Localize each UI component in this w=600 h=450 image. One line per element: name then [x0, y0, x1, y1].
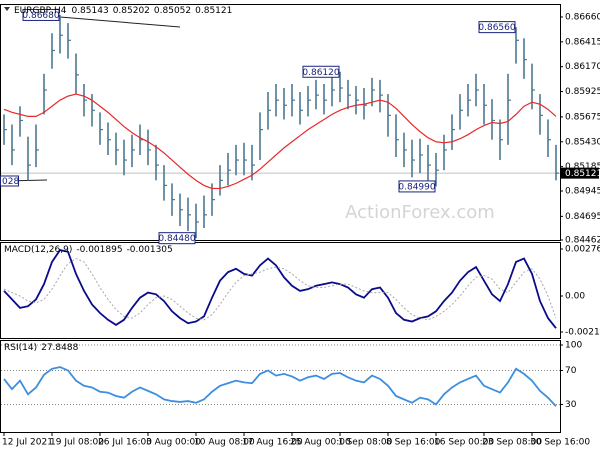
rsi-panel	[0, 340, 561, 433]
x-tick-label: 3 Aug 00:00	[146, 438, 201, 448]
symbol: EURGBP,H4	[14, 6, 67, 16]
y-tick-label: -0.002116	[565, 327, 600, 337]
clipped-label: 028	[2, 177, 19, 187]
annotation-box	[22, 8, 60, 21]
y-tick-label: 70	[565, 366, 577, 376]
y-tick-label: 0.84462	[565, 236, 600, 246]
x-tick-label: 10 Aug 08:00	[194, 438, 255, 448]
indicator-line	[3, 258, 557, 321]
x-tick-label: 26 Jul 16:00	[98, 438, 152, 448]
y-tick-label: 0.85430	[565, 137, 600, 147]
plot: 0.86660 0.86415 0.86170 0.85925 0.85675 0.854…	[1, 8, 600, 448]
y-tick-label: 30	[565, 400, 577, 410]
open: 0.85143	[71, 6, 108, 16]
x-tick-label: 23 Sep 08:00	[482, 438, 542, 448]
close: 0.85121	[195, 6, 232, 16]
x-tick-label: 12 Jul 2021	[2, 438, 53, 448]
x-tick-label: 8 Sep 16:00	[386, 438, 441, 448]
annotation-label: 0.84990	[398, 182, 435, 192]
x-tick-label: 19 Jul 08:00	[50, 438, 104, 448]
macd-title: MACD(12,26,9) -0.001895 -0.001305	[4, 245, 173, 255]
clipped-label-box	[0, 175, 19, 187]
header: EURGBP,H4 0.85143 0.85202 0.85052 0.85121	[14, 6, 232, 16]
high: 0.85202	[113, 6, 150, 16]
macd-value: -0.001895	[76, 245, 122, 255]
y-tick-label: 0.84945	[565, 186, 600, 196]
annotation-label: 0.86120	[302, 68, 339, 78]
watermark: ActionForex.com	[345, 202, 495, 223]
last-price-tag	[561, 167, 599, 179]
x-tick-label: 25 Aug 00:00	[290, 438, 351, 448]
x-tick-label: 30 Sep 16:00	[530, 438, 590, 448]
y-tick-label: 0.86415	[565, 37, 600, 47]
y-tick-label: 0.00	[565, 291, 585, 301]
last-price-label: 0.85121	[565, 169, 600, 179]
y-tick-label: 100	[565, 340, 582, 350]
macd-name: MACD(12,26,9)	[4, 245, 72, 255]
annotation-box	[478, 21, 516, 34]
low: 0.85052	[154, 6, 191, 16]
y-tick-label: 0.86660	[565, 12, 600, 22]
y-tick-label: 0.85925	[565, 87, 600, 97]
y-tick-label: 0.84695	[565, 212, 600, 222]
moving-average	[3, 93, 557, 190]
x-tick-label: 1 Sep 08:00	[338, 438, 393, 448]
macd-panel	[0, 242, 561, 339]
annotation-label: 0.86680	[22, 11, 59, 21]
annotation-label: 0.84480	[158, 234, 195, 244]
annotation-box	[398, 180, 436, 193]
x-tick-label: 17 Aug 16:00	[242, 438, 303, 448]
annotation-label: 0.86560	[478, 23, 515, 33]
signal-value: -0.001305	[127, 245, 173, 255]
rsi-title: RSI(14) 27.8488	[4, 343, 79, 353]
y-tick-label: 0.86170	[565, 62, 600, 72]
menu-icon	[4, 7, 10, 11]
indicator-line	[3, 249, 557, 329]
rsi-value: 27.8488	[41, 343, 78, 353]
y-tick-label: 0.85675	[565, 112, 600, 122]
y-tick-label: 0.85185	[565, 162, 600, 172]
indicator-line	[3, 366, 557, 407]
x-tick-label: 16 Sep 00:00	[434, 438, 494, 448]
annotation-box	[302, 65, 340, 78]
annotation-box	[158, 232, 196, 245]
rsi-name: RSI(14)	[4, 343, 37, 353]
price-panel	[0, 4, 561, 241]
y-tick-label: 0.002762	[565, 245, 600, 255]
trend-line	[59, 16, 181, 28]
